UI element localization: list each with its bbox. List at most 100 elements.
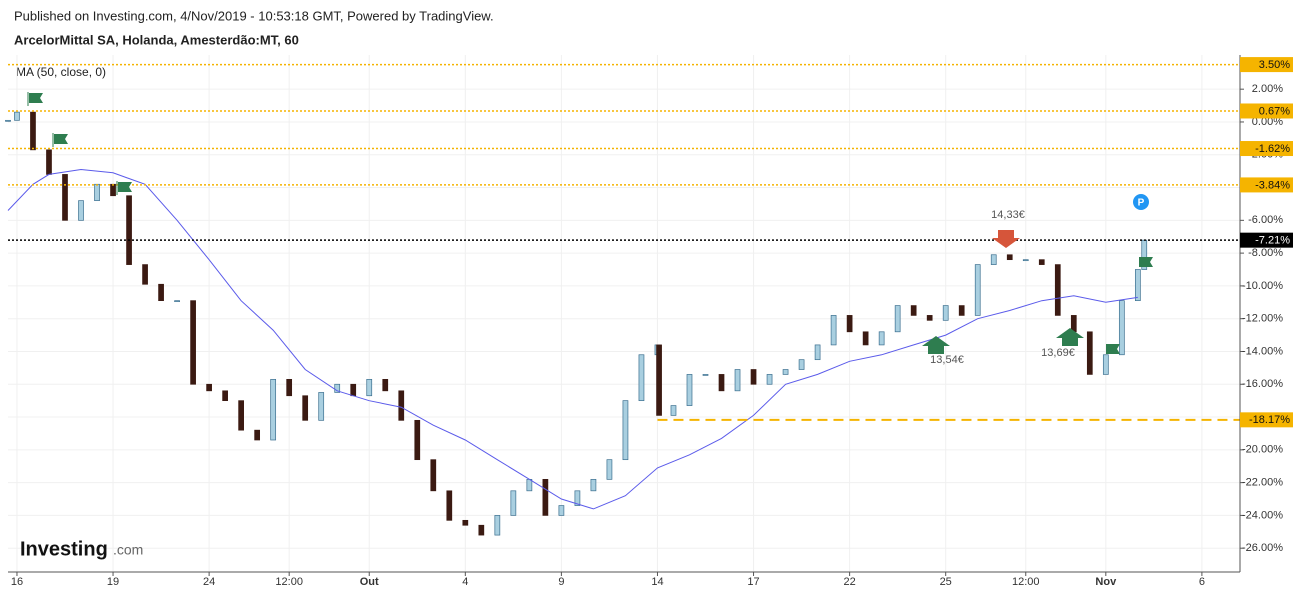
candle <box>206 383 212 392</box>
candle <box>46 149 52 175</box>
x-tick-label: 24 <box>203 576 215 588</box>
level-label: 3.50% <box>1259 59 1290 71</box>
y-tick-label: -8.00% <box>1248 247 1283 259</box>
candle <box>1054 264 1061 316</box>
x-tick-label: 25 <box>940 576 952 588</box>
logo-brand: Investing <box>20 538 108 560</box>
candle <box>126 195 132 265</box>
candle <box>670 405 677 416</box>
level-label: -18.17% <box>1249 414 1290 426</box>
candle <box>1134 269 1141 302</box>
p-marker <box>1133 194 1149 210</box>
candle <box>718 374 725 392</box>
candle <box>238 400 244 431</box>
logo-suffix: .com <box>113 542 143 558</box>
candle <box>814 344 821 361</box>
x-tick-label: 12:00 <box>275 576 303 588</box>
level-badge <box>1240 412 1293 428</box>
x-tick-label: 16 <box>11 576 23 588</box>
candle <box>174 300 180 303</box>
level-label: -7.21% <box>1255 235 1290 247</box>
x-tick-label: 12:00 <box>1012 576 1040 588</box>
x-tick-label: 4 <box>462 576 468 588</box>
y-tick-label: -16.00% <box>1242 378 1283 390</box>
level-badge <box>1240 57 1293 73</box>
candle <box>366 378 373 397</box>
candle <box>878 331 885 346</box>
candle <box>830 315 837 346</box>
x-tick-label: Nov <box>1095 576 1117 588</box>
candle <box>846 315 853 333</box>
candle <box>638 354 645 402</box>
candle <box>142 264 148 285</box>
flag <box>116 181 132 195</box>
candle <box>574 490 581 506</box>
y-tick-label: -6.00% <box>1248 214 1283 226</box>
marks <box>5 63 1240 536</box>
candle <box>1006 254 1013 261</box>
buy-arrow <box>1056 328 1084 346</box>
candle <box>270 378 277 441</box>
candle <box>398 390 405 421</box>
candle <box>958 305 965 316</box>
candle <box>894 305 901 333</box>
y-tick-label: -26.00% <box>1242 542 1283 554</box>
candle <box>558 505 565 516</box>
candle <box>1022 259 1029 262</box>
candle <box>446 490 453 521</box>
instrument-title: ArcelorMittal SA, Holanda, Amesterdão:MT… <box>14 32 299 47</box>
flag <box>1106 344 1120 354</box>
candle <box>1070 315 1077 333</box>
buy-arrow <box>922 336 950 354</box>
y-tick-label: -24.00% <box>1242 509 1283 521</box>
candle <box>910 305 917 316</box>
published-line: Published on Investing.com, 4/Nov/2019 -… <box>14 8 494 23</box>
candle <box>110 183 116 197</box>
candle <box>686 374 693 406</box>
candle <box>622 400 629 461</box>
candle <box>656 344 662 416</box>
x-tick-label: 22 <box>843 576 855 588</box>
level-badge <box>1240 177 1293 193</box>
candle <box>14 111 20 121</box>
ma-legend: MA (50, close, 0) <box>16 65 106 79</box>
candle <box>302 395 309 421</box>
annotation: 13,69€ <box>1041 347 1075 359</box>
flag <box>52 133 68 147</box>
candle <box>286 378 293 397</box>
candle <box>750 369 757 385</box>
sell-arrow <box>992 230 1020 248</box>
level-label: -3.84% <box>1255 179 1290 191</box>
candle <box>590 478 597 492</box>
candle <box>78 200 84 221</box>
candle <box>510 490 517 516</box>
candle <box>1038 259 1045 265</box>
candle <box>1118 300 1125 356</box>
candle <box>734 369 741 392</box>
y-tick-label: -20.00% <box>1242 444 1283 456</box>
candle <box>862 331 869 346</box>
x-tick-label: 6 <box>1199 576 1205 588</box>
flag <box>27 92 43 106</box>
axis-labels: 2.00%0.00%-2.00%-4.00%-6.00%-8.00%-10.00… <box>11 57 1293 588</box>
candle <box>190 300 196 385</box>
candle <box>926 315 933 321</box>
candle <box>974 264 981 316</box>
candle <box>30 111 36 151</box>
candle <box>942 305 949 321</box>
candle <box>430 459 437 492</box>
y-tick-label: -14.00% <box>1242 345 1283 357</box>
flags <box>27 92 1153 354</box>
y-tick-label: 2.00% <box>1252 83 1283 95</box>
x-tick-label: 14 <box>651 576 663 588</box>
candle <box>158 283 164 302</box>
candle <box>990 254 997 265</box>
candle <box>1102 354 1109 375</box>
flag <box>1139 257 1153 267</box>
candle <box>462 519 469 526</box>
y-tick-label: 0.00% <box>1252 116 1283 128</box>
candle <box>5 119 11 122</box>
candle <box>606 459 613 480</box>
level-badge <box>1240 141 1293 157</box>
